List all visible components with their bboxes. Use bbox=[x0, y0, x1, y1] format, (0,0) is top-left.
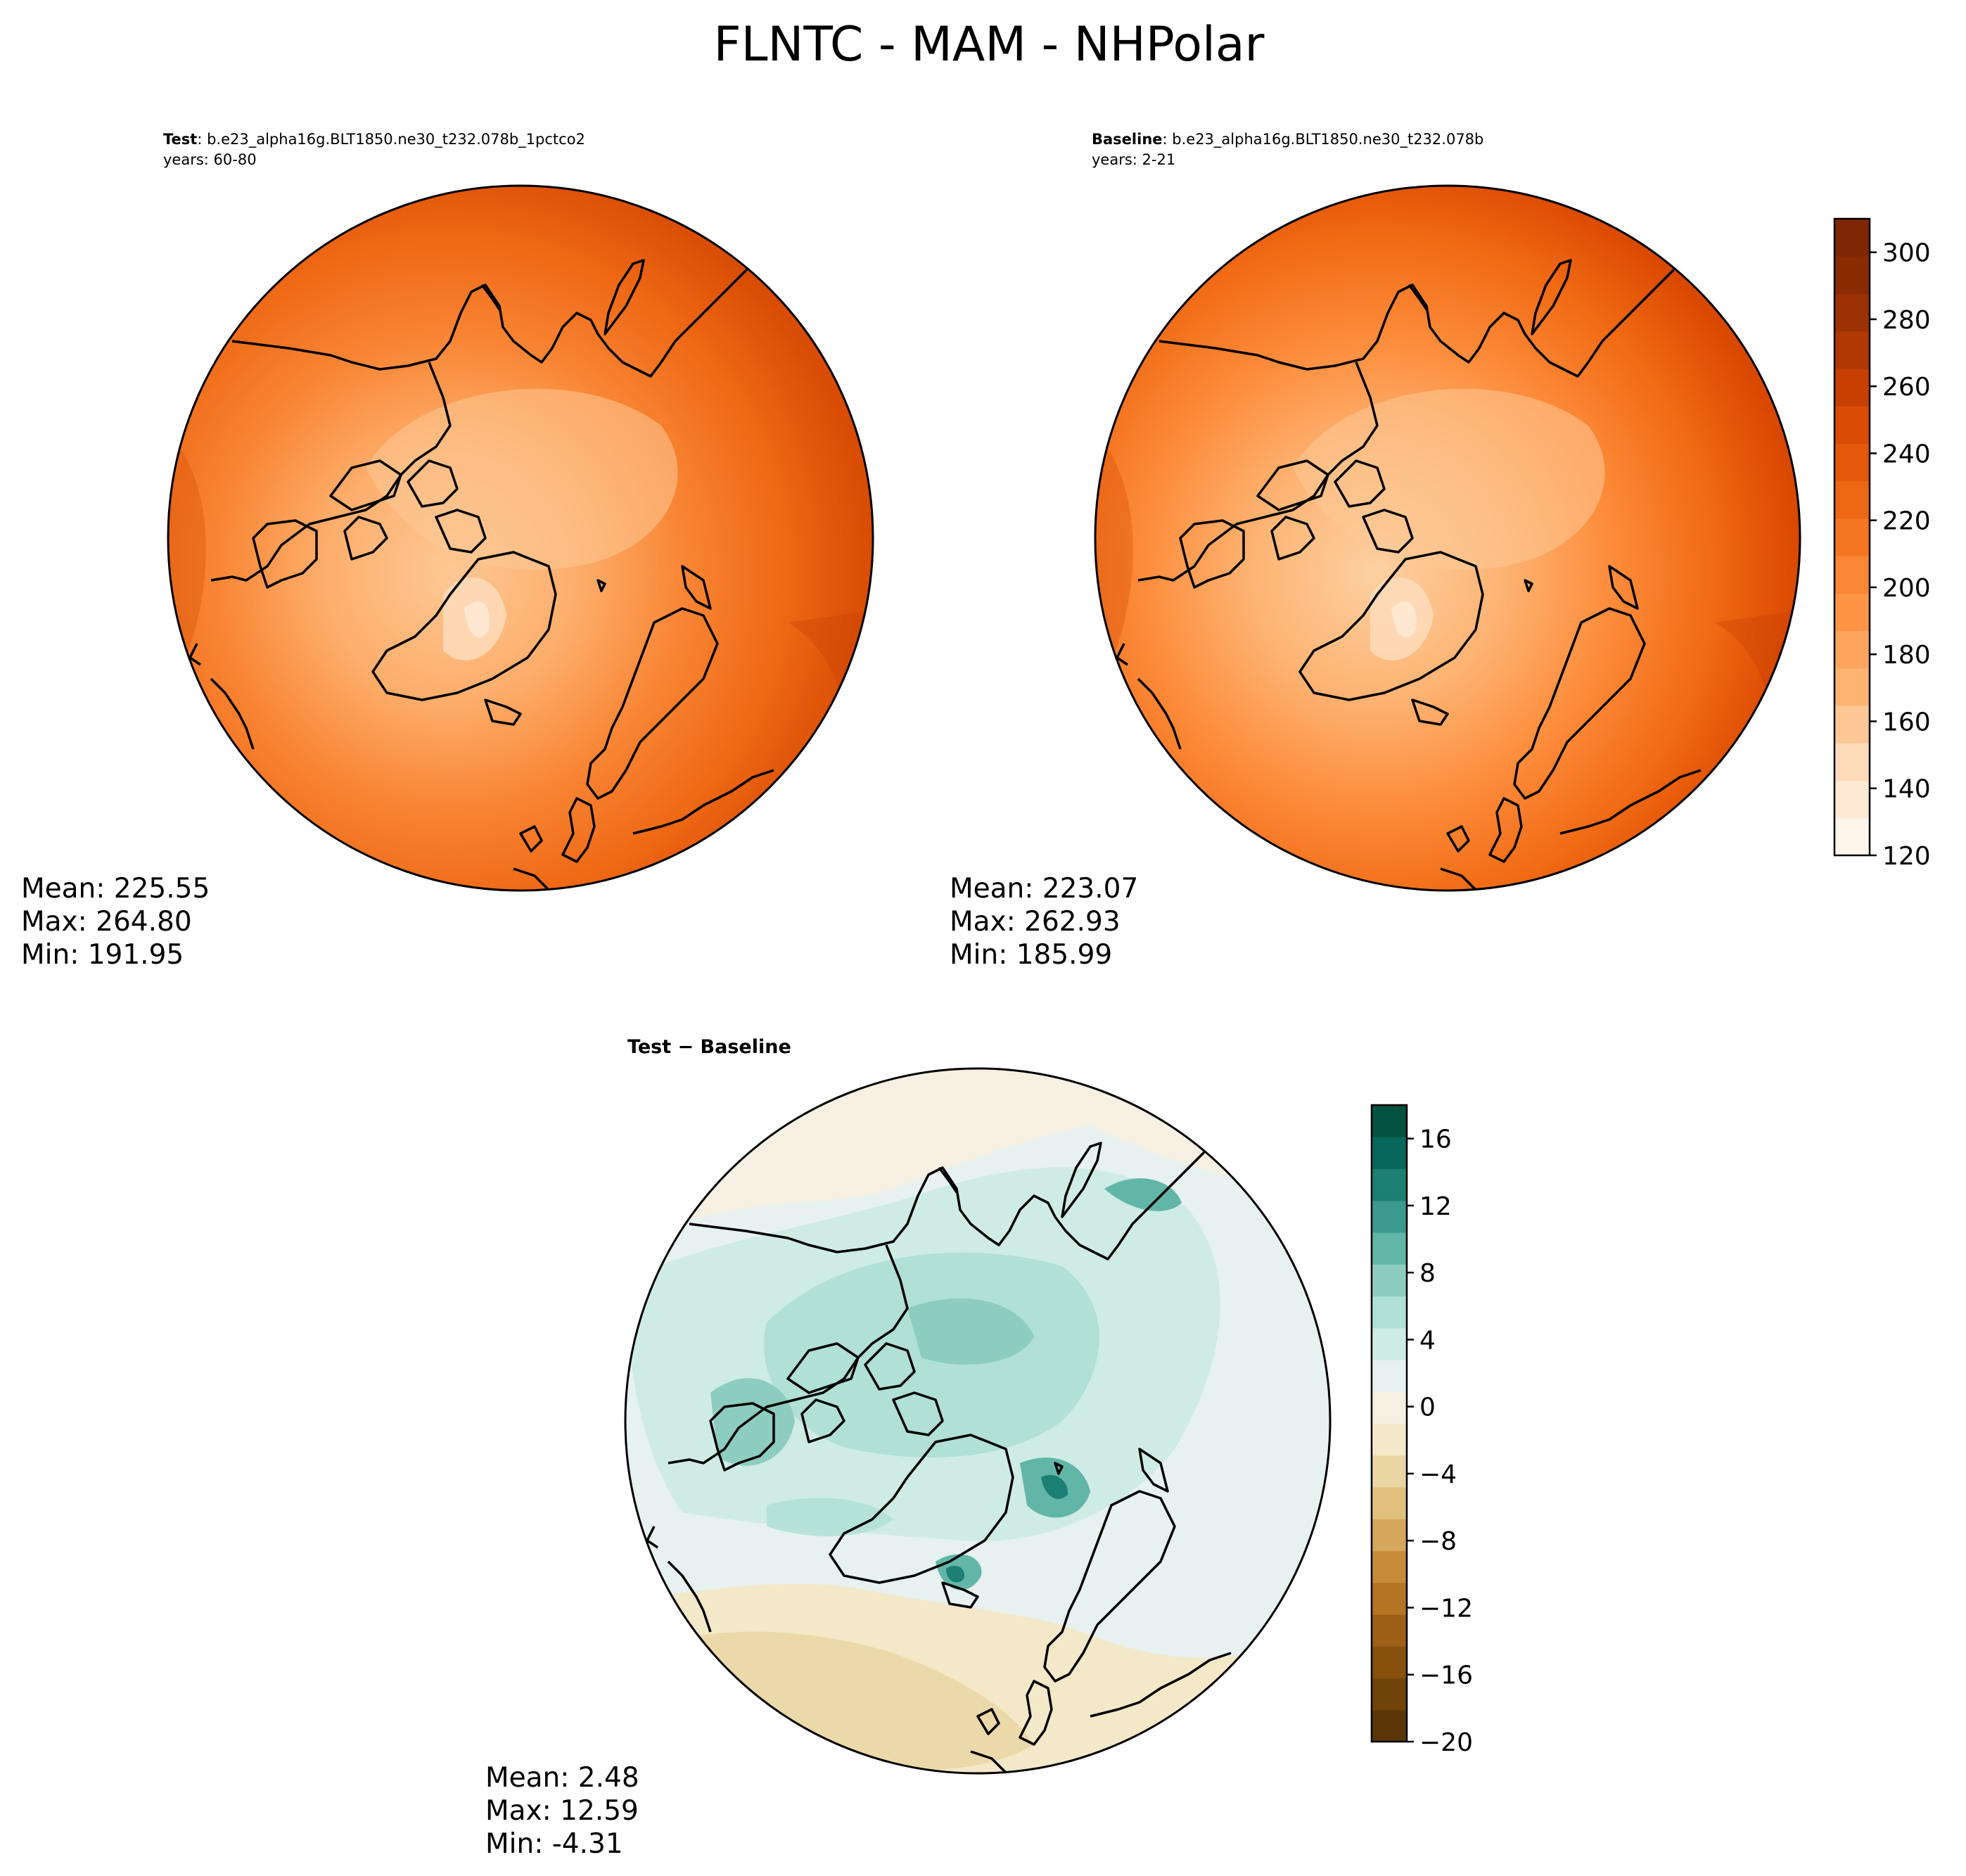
diff-colorbar-segment bbox=[1372, 1487, 1407, 1519]
main-colorbar-segment bbox=[1834, 443, 1870, 482]
baseline-max: Max: 262.93 bbox=[950, 906, 1121, 938]
test-case-name: : b.e23_alpha16g.BLT1850.ne30_t232.078b_… bbox=[197, 131, 585, 148]
test-map bbox=[168, 186, 873, 891]
main-colorbar-segment bbox=[1834, 293, 1870, 332]
baseline-map bbox=[1095, 186, 1800, 891]
main-colorbar-tick-label: 260 bbox=[1882, 373, 1931, 402]
diff-min: Min: -4.31 bbox=[485, 1828, 623, 1860]
diff-colorbar-segment bbox=[1372, 1105, 1407, 1137]
baseline-min: Min: 185.99 bbox=[950, 939, 1112, 971]
test-panel: Test: b.e23_alpha16g.BLT1850.ne30_t232.0… bbox=[21, 131, 874, 971]
baseline-panel: Baseline: b.e23_alpha16g.BLT1850.ne30_t2… bbox=[950, 131, 1801, 971]
diff-colorbar-segment bbox=[1372, 1519, 1407, 1552]
diff-colorbar-tick-label: −4 bbox=[1419, 1460, 1457, 1489]
diff-colorbar-segment bbox=[1372, 1137, 1407, 1170]
test-label: Test bbox=[163, 131, 197, 148]
test-map-boundary bbox=[167, 184, 874, 892]
main-colorbar-segment bbox=[1834, 256, 1870, 295]
main-colorbar-tick-label: 220 bbox=[1882, 507, 1931, 536]
main-colorbar-segment bbox=[1834, 593, 1870, 632]
diff-max: Max: 12.59 bbox=[485, 1795, 639, 1827]
baseline-map-boundary bbox=[1094, 184, 1801, 892]
main-colorbar-tick-label: 200 bbox=[1882, 574, 1931, 603]
main-colorbar-tick-label: 300 bbox=[1882, 239, 1931, 268]
main-colorbar-segment bbox=[1834, 780, 1870, 819]
diff-title: Test − Baseline bbox=[627, 1036, 791, 1058]
main-colorbar-segment bbox=[1834, 668, 1870, 706]
main-colorbar-segment bbox=[1834, 331, 1870, 369]
diff-colorbar-segment bbox=[1372, 1200, 1407, 1233]
test-years: years: 60-80 bbox=[163, 151, 257, 168]
main-colorbar: 120 140 160 180 200 220 240 260 280 300 bbox=[1833, 217, 1931, 871]
diff-colorbar-segment bbox=[1372, 1646, 1407, 1679]
main-colorbar-tick-label: 160 bbox=[1882, 708, 1931, 736]
baseline-years: years: 2-21 bbox=[1092, 151, 1175, 168]
main-colorbar-segment bbox=[1834, 219, 1870, 257]
diff-colorbar-tick-label: −8 bbox=[1419, 1527, 1457, 1556]
main-colorbar-segment bbox=[1834, 518, 1870, 556]
diff-colorbar-segment bbox=[1372, 1678, 1407, 1711]
main-colorbar-frame bbox=[1833, 217, 1871, 857]
baseline-mean: Mean: 223.07 bbox=[950, 873, 1138, 905]
baseline-case-line: Baseline: b.e23_alpha16g.BLT1850.ne30_t2… bbox=[1092, 131, 1483, 148]
diff-colorbar: −20 −16 −12 −8 −4 0 4 8 12 16 bbox=[1370, 1104, 1473, 1757]
test-min: Min: 191.95 bbox=[21, 939, 184, 971]
main-colorbar-tick-label: 280 bbox=[1882, 306, 1931, 335]
diff-colorbar-tick-label: 4 bbox=[1419, 1326, 1436, 1355]
diff-colorbar-segment bbox=[1372, 1360, 1407, 1392]
main-colorbar-segment bbox=[1834, 556, 1870, 594]
diff-map-boundary bbox=[624, 1067, 1332, 1775]
main-colorbar-tick-label: 140 bbox=[1882, 775, 1931, 804]
diff-colorbar-segment bbox=[1372, 1168, 1407, 1201]
main-colorbar-tick-label: 240 bbox=[1882, 440, 1931, 468]
diff-colorbar-segment bbox=[1372, 1582, 1407, 1615]
diff-colorbar-frame bbox=[1370, 1104, 1408, 1743]
diff-colorbar-segment bbox=[1372, 1232, 1407, 1265]
diff-colorbar-segment bbox=[1372, 1391, 1407, 1424]
diff-mean: Mean: 2.48 bbox=[485, 1762, 639, 1794]
diff-colorbar-segment bbox=[1372, 1455, 1407, 1488]
diff-colorbar-segment bbox=[1372, 1423, 1407, 1456]
diff-colorbar-segment bbox=[1372, 1327, 1407, 1360]
diff-colorbar-segment bbox=[1372, 1709, 1407, 1742]
main-colorbar-tick-label: 120 bbox=[1882, 842, 1931, 871]
figure-title: FLNTC - MAM - NHPolar bbox=[714, 17, 1265, 72]
diff-colorbar-tick-label: 16 bbox=[1419, 1125, 1452, 1154]
diff-panel: Test − Baseline Mean: 2.48 Max: 12.59 Mi… bbox=[485, 1036, 1332, 1860]
diff-colorbar-tick-label: 0 bbox=[1419, 1393, 1436, 1422]
test-max: Max: 264.80 bbox=[21, 906, 192, 938]
main-colorbar-segment bbox=[1834, 630, 1870, 669]
diff-colorbar-segment bbox=[1372, 1550, 1407, 1583]
main-colorbar-tick-label: 180 bbox=[1882, 641, 1931, 670]
diff-colorbar-tick-label: 8 bbox=[1419, 1259, 1436, 1288]
test-case-line: Test: b.e23_alpha16g.BLT1850.ne30_t232.0… bbox=[163, 131, 585, 148]
main-colorbar-segment bbox=[1834, 368, 1870, 407]
diff-colorbar-tick-label: −16 bbox=[1419, 1661, 1473, 1690]
main-colorbar-segment bbox=[1834, 480, 1870, 519]
diff-colorbar-segment bbox=[1372, 1264, 1407, 1297]
diff-colorbar-tick-label: −20 bbox=[1419, 1728, 1473, 1757]
baseline-case-name: : b.e23_alpha16g.BLT1850.ne30_t232.078b bbox=[1163, 131, 1484, 148]
main-colorbar-segment bbox=[1834, 706, 1870, 744]
main-colorbar-segment bbox=[1834, 406, 1870, 445]
test-mean: Mean: 225.55 bbox=[21, 873, 210, 905]
diff-map bbox=[625, 1068, 1330, 1773]
diff-colorbar-segment bbox=[1372, 1296, 1407, 1329]
baseline-label: Baseline bbox=[1092, 131, 1163, 148]
main-colorbar-segment bbox=[1834, 743, 1870, 781]
diff-colorbar-segment bbox=[1372, 1614, 1407, 1647]
diff-colorbar-tick-label: −12 bbox=[1419, 1594, 1473, 1623]
main-colorbar-segment bbox=[1834, 817, 1870, 856]
diff-colorbar-tick-label: 12 bbox=[1419, 1192, 1452, 1221]
